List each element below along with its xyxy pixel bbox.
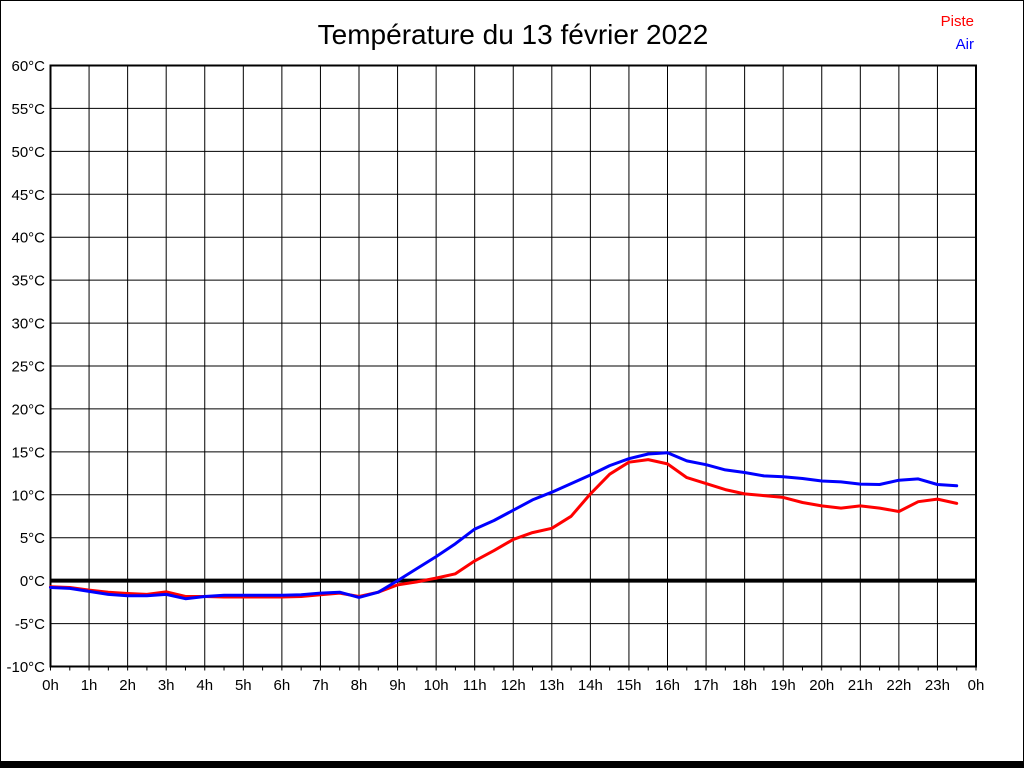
x-tick-label: 20h (809, 677, 834, 694)
y-tick-label: -10°C (6, 659, 45, 676)
y-tick-label: 60°C (11, 58, 45, 75)
x-tick-label: 3h (158, 677, 175, 694)
y-tick-label: 0°C (20, 573, 45, 590)
x-tick-label: 16h (655, 677, 680, 694)
x-tick-label: 19h (771, 677, 796, 694)
y-tick-label: 30°C (11, 316, 45, 333)
x-tick-label: 4h (196, 677, 213, 694)
y-tick-label: -5°C (15, 616, 45, 633)
y-tick-label: 10°C (11, 487, 45, 504)
x-tick-label: 23h (925, 677, 950, 694)
x-tick-label: 5h (235, 677, 252, 694)
x-tick-label: 13h (539, 677, 564, 694)
series-line-air (49, 451, 959, 601)
x-tick-label: 8h (351, 677, 368, 694)
y-tick-label: 25°C (11, 359, 45, 376)
y-tick-label: 5°C (20, 530, 45, 547)
y-tick-label: 15°C (11, 444, 45, 461)
legend-item-piste: Piste (940, 13, 974, 30)
x-tick-label: 9h (389, 677, 406, 694)
x-tick-label: 14h (578, 677, 603, 694)
x-tick-label: 11h (463, 677, 487, 694)
x-tick-label: 12h (501, 677, 526, 694)
x-tick-label: 15h (616, 677, 641, 694)
y-tick-label: 50°C (11, 144, 45, 161)
x-tick-label: 18h (732, 677, 757, 694)
x-tick-label: 1h (81, 677, 98, 694)
y-tick-label: 55°C (11, 101, 45, 118)
x-tick-label: 21h (848, 677, 873, 694)
plot-border (49, 64, 977, 668)
x-tick-label: 17h (694, 677, 719, 694)
legend-item-air: Air (955, 36, 974, 53)
y-tick-label: 40°C (11, 230, 45, 247)
x-tick-label: 2h (119, 677, 136, 694)
y-tick-label: 20°C (11, 401, 45, 418)
x-tick-label: 0h (42, 677, 59, 694)
x-tick-label: 22h (886, 677, 911, 694)
x-tick-label: 0h (968, 677, 985, 694)
x-tick-label: 10h (424, 677, 449, 694)
y-tick-label: 35°C (11, 273, 45, 290)
chart-title: Température du 13 février 2022 (317, 19, 709, 50)
y-tick-label: 45°C (11, 187, 45, 204)
x-tick-label: 7h (312, 677, 329, 694)
x-tick-label: 6h (274, 677, 291, 694)
